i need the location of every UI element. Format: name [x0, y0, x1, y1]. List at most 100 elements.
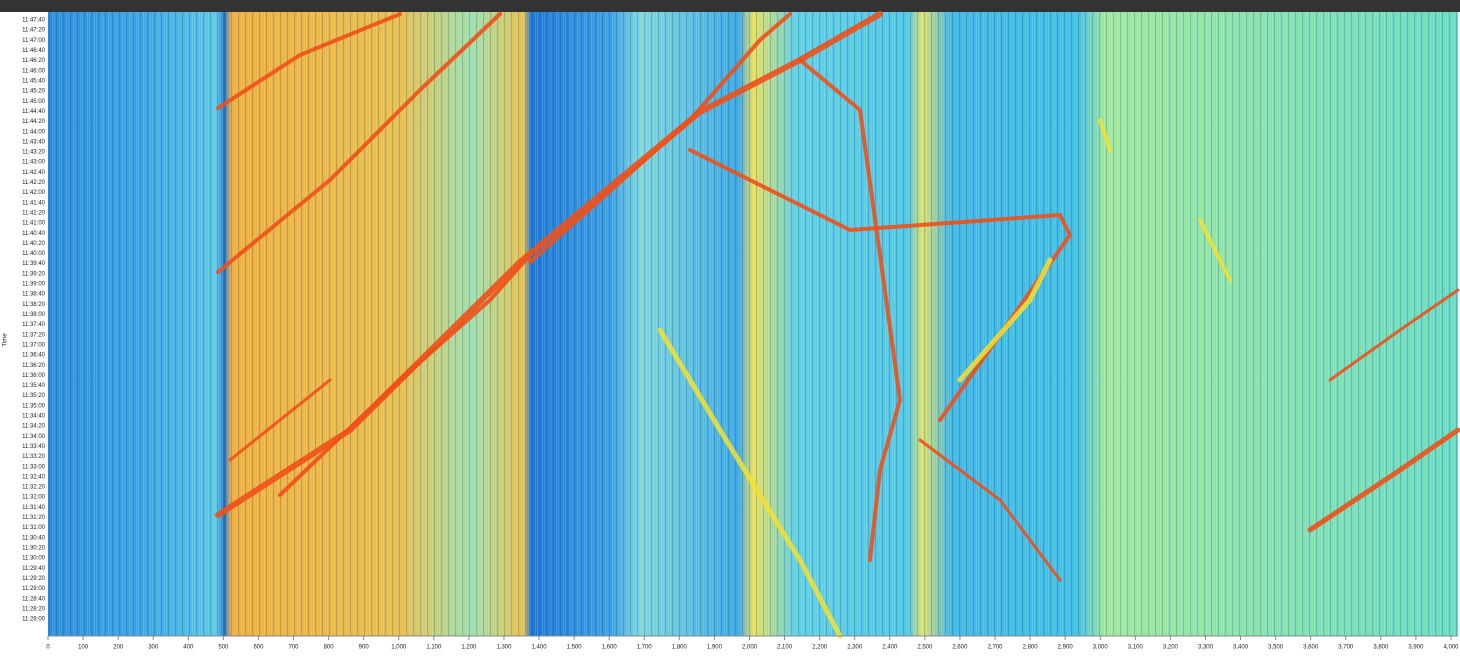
y-tick-label: 11:38:40 — [22, 292, 46, 298]
x-tick-label: 3,300 — [1198, 645, 1214, 651]
x-tick-label: 2,700 — [988, 645, 1004, 651]
x-tick-label: 300 — [148, 645, 159, 651]
top-bar — [0, 0, 1460, 12]
y-tick-label: 11:47:40 — [22, 18, 46, 24]
y-tick-label: 11:37:00 — [22, 342, 46, 348]
x-tick-label: 2,400 — [882, 645, 898, 651]
y-tick-label: 11:44:00 — [22, 129, 46, 135]
y-tick-label: 11:32:20 — [22, 485, 46, 491]
y-tick-label: 11:44:20 — [22, 119, 46, 125]
x-tick-label: 400 — [183, 645, 194, 651]
y-tick-label: 11:40:00 — [22, 251, 46, 257]
x-tick-label: 1,500 — [567, 645, 583, 651]
x-tick-label: 900 — [359, 645, 370, 651]
y-tick-label: 11:32:40 — [22, 474, 46, 480]
y-tick-label: 11:43:00 — [22, 160, 46, 166]
y-tick-label: 11:42:40 — [22, 170, 46, 176]
x-tick-label: 2,900 — [1058, 645, 1074, 651]
y-tick-label: 11:44:40 — [22, 109, 46, 115]
x-tick-label: 3,400 — [1233, 645, 1249, 651]
y-tick-label: 11:30:00 — [22, 556, 46, 562]
y-tick-label: 11:46:00 — [22, 68, 46, 74]
y-axis-title: Time — [3, 333, 9, 347]
y-tick-label: 11:29:00 — [22, 586, 46, 592]
y-tick-label: 11:46:40 — [22, 48, 46, 54]
x-tick-label: 2,300 — [847, 645, 863, 651]
y-tick-label: 11:35:20 — [22, 393, 46, 399]
y-tick-label: 11:30:20 — [22, 546, 46, 552]
x-tick-label: 3,700 — [1338, 645, 1354, 651]
x-tick-label: 3,100 — [1128, 645, 1144, 651]
x-tick-label: 1,700 — [637, 645, 653, 651]
y-tick-label: 11:42:20 — [22, 180, 46, 186]
y-tick-label: 11:39:40 — [22, 261, 46, 267]
y-tick-label: 11:30:40 — [22, 535, 46, 541]
x-tick-label: 3,800 — [1373, 645, 1389, 651]
y-tick-label: 11:45:20 — [22, 89, 46, 95]
x-tick-label: 3,600 — [1303, 645, 1319, 651]
x-tick-label: 2,200 — [812, 645, 828, 651]
y-tick-label: 11:41:20 — [22, 210, 46, 216]
y-tick-label: 11:34:20 — [22, 424, 46, 430]
y-tick-label: 11:33:00 — [22, 464, 46, 470]
x-tick-label: 100 — [78, 645, 89, 651]
x-tick-label: 4,000 — [1443, 645, 1459, 651]
y-tick-label: 11:41:40 — [22, 200, 46, 206]
y-tick-label: 11:45:40 — [22, 78, 46, 84]
y-tick-label: 11:42:00 — [22, 190, 46, 196]
y-tick-label: 11:37:40 — [22, 322, 46, 328]
x-tick-label: 1,100 — [426, 645, 442, 651]
x-tick-label: 700 — [289, 645, 300, 651]
y-tick-label: 11:31:40 — [22, 505, 46, 511]
y-tick-label: 11:38:00 — [22, 312, 46, 318]
x-tick-label: 2,100 — [777, 645, 793, 651]
x-tick-label: 1,000 — [391, 645, 407, 651]
x-tick-label: 2,600 — [952, 645, 968, 651]
y-tick-label: 11:33:40 — [22, 444, 46, 450]
x-tick-label: 2,800 — [1023, 645, 1039, 651]
y-tick-label: 11:34:40 — [22, 414, 46, 420]
y-tick-label: 11:28:20 — [22, 606, 46, 612]
x-tick-label: 0 — [46, 645, 50, 651]
y-tick-label: 11:43:40 — [22, 139, 46, 145]
x-tick-label: 1,800 — [672, 645, 688, 651]
x-tick-label: 1,200 — [461, 645, 477, 651]
y-tick-label: 11:31:20 — [22, 515, 46, 521]
y-tick-label: 11:45:00 — [22, 99, 46, 105]
y-tick-label: 11:32:00 — [22, 495, 46, 501]
x-tick-label: 3,200 — [1163, 645, 1179, 651]
y-tick-label: 11:35:40 — [22, 383, 46, 389]
y-tick-label: 11:36:00 — [22, 373, 46, 379]
y-tick-label: 11:31:00 — [22, 525, 46, 531]
y-tick-label: 11:35:00 — [22, 403, 46, 409]
x-tick-label: 1,900 — [707, 645, 723, 651]
x-tick-label: 800 — [324, 645, 335, 651]
y-tick-label: 11:46:20 — [22, 58, 46, 64]
y-tick-label: 11:29:40 — [22, 566, 46, 572]
chart: Time 0 100 200 300 400 500 600 700 800 900 1,000 1,… — [0, 0, 1460, 657]
y-tick-label: 11:40:40 — [22, 231, 46, 237]
x-tick-label: 3,900 — [1408, 645, 1424, 651]
y-tick-label: 11:39:20 — [22, 271, 46, 277]
y-tick-label: 11:43:20 — [22, 150, 46, 156]
y-tick-label: 11:38:20 — [22, 302, 46, 308]
x-tick-label: 1,300 — [496, 645, 512, 651]
x-tick-label: 600 — [253, 645, 264, 651]
y-tick-label: 11:28:00 — [22, 617, 46, 623]
y-tick-label: 11:41:00 — [22, 221, 46, 227]
y-tick-label: 11:40:20 — [22, 241, 46, 247]
x-tick-label: 200 — [113, 645, 124, 651]
heatmap — [48, 12, 1458, 636]
y-tick-label: 11:47:00 — [22, 38, 46, 44]
x-tick-label: 2,000 — [742, 645, 758, 651]
y-tick-label: 11:36:40 — [22, 353, 46, 359]
x-tick-label: 1,400 — [532, 645, 548, 651]
y-tick-label: 11:28:40 — [22, 596, 46, 602]
y-tick-label: 11:39:00 — [22, 282, 46, 288]
x-tick-label: 3,000 — [1093, 645, 1109, 651]
y-tick-label: 11:34:00 — [22, 434, 46, 440]
x-tick-label: 2,500 — [917, 645, 933, 651]
y-tick-label: 11:47:20 — [22, 28, 46, 34]
x-tick-label: 500 — [218, 645, 229, 651]
x-tick-label: 3,500 — [1268, 645, 1284, 651]
